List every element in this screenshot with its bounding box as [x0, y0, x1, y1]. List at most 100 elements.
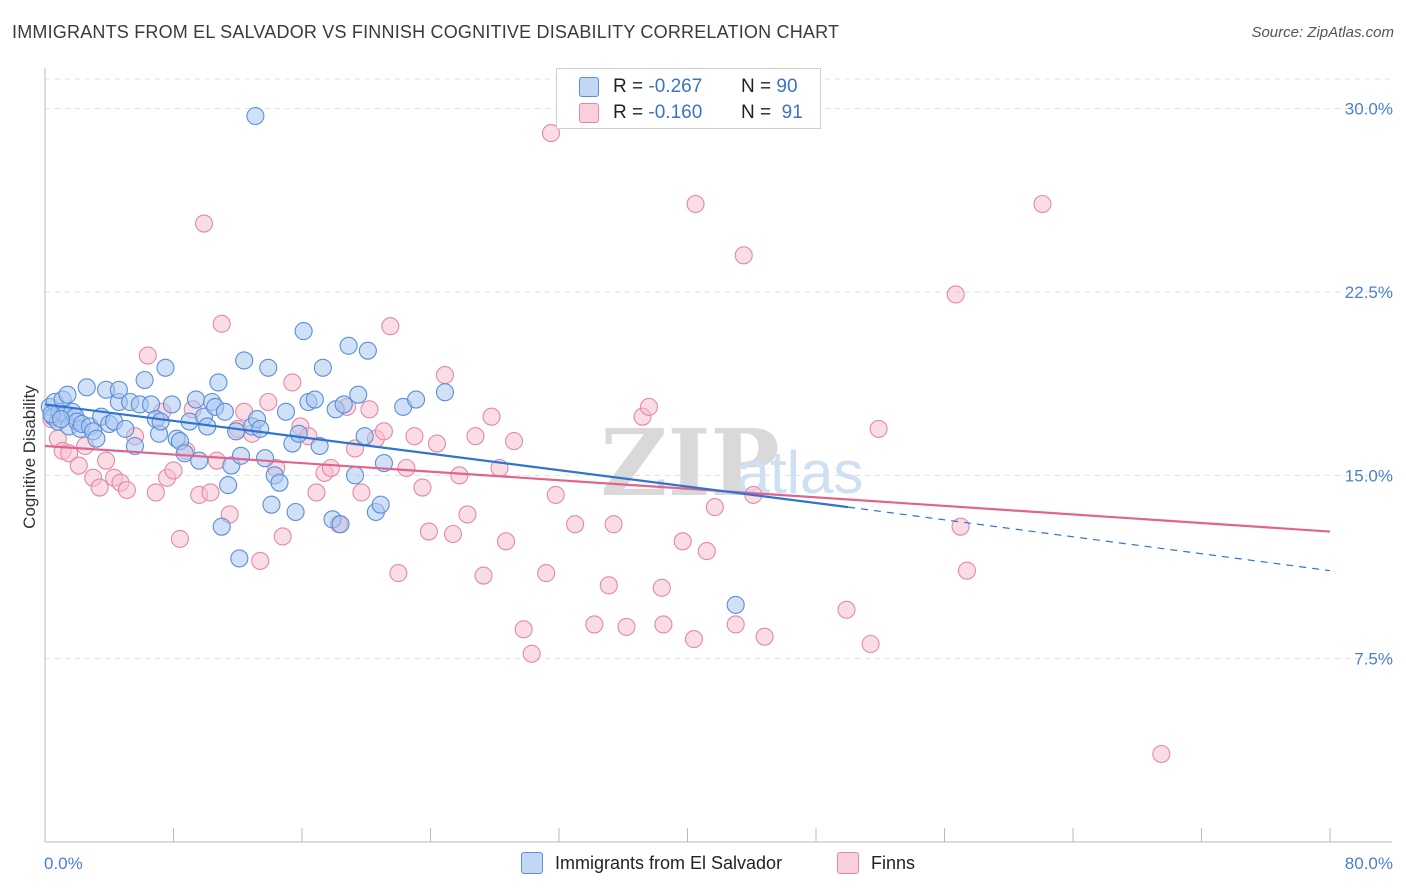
el-salvador-point — [349, 385, 368, 404]
finns-point — [419, 522, 438, 541]
el-salvador-point — [175, 444, 194, 463]
finns-point — [604, 515, 623, 534]
finns-point — [617, 617, 636, 636]
el-salvador-point — [87, 429, 106, 448]
finns-point — [697, 542, 716, 561]
bottom-legend-swatch-pink — [837, 852, 859, 874]
el-salvador-point — [227, 422, 246, 441]
finns-point — [435, 366, 455, 385]
finns-point — [194, 214, 214, 233]
el-salvador-point — [77, 378, 96, 397]
el-salvador-point — [156, 358, 175, 377]
finns-point — [541, 124, 561, 143]
finns-point — [861, 634, 880, 654]
y-tick-label: 7.5% — [1354, 650, 1393, 669]
el-salvador-point — [294, 322, 313, 341]
finns-point — [585, 615, 604, 634]
el-salvador-point — [231, 446, 251, 465]
el-salvador-point — [125, 436, 144, 456]
finns-point — [684, 630, 703, 649]
finns-point — [138, 346, 157, 365]
finns-point — [259, 392, 278, 412]
finns-point — [374, 422, 393, 441]
finns-point — [164, 461, 183, 480]
zipatlas-watermark: ZIP atlas — [600, 409, 863, 517]
finns-point — [755, 627, 774, 646]
el-salvador-point — [313, 358, 332, 377]
legend-n-value-2: 91 — [781, 102, 803, 123]
finns-point — [170, 529, 189, 548]
finns-point — [546, 485, 565, 504]
finns-point — [946, 285, 965, 304]
y-axis-label: Cognitive Disability — [20, 385, 39, 529]
el-salvador-point — [116, 419, 135, 438]
el-salvador-trend-extension — [848, 506, 1331, 572]
legend-row-el-salvador: R = -0.267 N = 90 — [579, 75, 798, 99]
finns-point — [251, 551, 270, 570]
x-tick-label-max: 80.0% — [1345, 854, 1393, 873]
legend-swatch-blue — [579, 77, 599, 97]
finns-point — [514, 620, 533, 639]
axes: 7.5% 15.0% 22.5% 30.0% 0.0% 80.0% — [44, 68, 1393, 873]
finns-point — [69, 456, 88, 475]
el-salvador-point — [355, 427, 374, 446]
finns-point — [96, 451, 116, 470]
el-salvador-point — [331, 515, 350, 534]
finns-point — [496, 532, 516, 551]
el-salvador-point — [305, 390, 324, 409]
legend-swatch-pink — [579, 103, 599, 123]
el-salvador-point — [162, 395, 181, 414]
bottom-legend-el-salvador: Immigrants from El Salvador — [521, 852, 782, 874]
finns-point — [639, 397, 659, 416]
el-salvador-point — [109, 380, 128, 399]
el-salvador-point — [334, 395, 353, 414]
el-salvador-point — [345, 466, 365, 485]
finns-point — [360, 400, 379, 419]
y-tick-label: 22.5% — [1345, 283, 1393, 302]
el-salvador-point — [286, 502, 305, 522]
finns-point — [673, 532, 692, 551]
finns-point — [450, 466, 469, 485]
legend-n-label: N = — [741, 76, 772, 97]
finns-point — [397, 458, 416, 478]
finns-point — [705, 498, 724, 517]
finns-point — [599, 576, 618, 595]
legend-row-finns: R = -0.160 N = 91 — [579, 101, 803, 125]
stats-legend: R = -0.267 N = 90 R = -0.160 N = 91 — [556, 68, 821, 129]
el-salvador-point — [276, 402, 295, 421]
bottom-legend-swatch-blue — [521, 852, 543, 874]
bottom-legend-label-2: Finns — [871, 852, 916, 873]
finns-point — [90, 478, 109, 497]
finns-trend-line — [44, 444, 1331, 533]
finns-point — [201, 483, 220, 502]
finns-point — [389, 564, 408, 583]
finns-point — [405, 427, 424, 446]
legend-n-value-1: 90 — [776, 76, 798, 97]
finns-point — [869, 419, 888, 438]
trend-lines — [44, 403, 1331, 572]
finns-point — [566, 515, 585, 534]
finns-point — [504, 432, 524, 451]
finns-point — [60, 444, 79, 463]
el-salvador-point — [186, 390, 206, 409]
finns-point — [837, 600, 856, 619]
finns-point — [352, 483, 371, 502]
finns-point — [307, 483, 326, 502]
el-salvador-point — [256, 449, 275, 468]
el-salvador-point — [262, 495, 281, 514]
el-salvador-trend-line — [44, 403, 849, 509]
el-salvador-point — [406, 390, 426, 409]
el-salvador-point — [310, 436, 329, 456]
legend-n-label: N = — [741, 102, 772, 123]
el-salvador-point — [230, 549, 249, 568]
finns-point — [212, 314, 231, 333]
y-tick-label: 15.0% — [1345, 466, 1393, 485]
el-salvador-point — [371, 495, 390, 514]
source-label: Source: ZipAtlas.com — [1251, 24, 1394, 41]
finns-point — [443, 524, 463, 544]
el-salvador-point — [358, 341, 377, 360]
bottom-legend-label-1: Immigrants from El Salvador — [555, 852, 783, 873]
finns-point — [321, 458, 340, 478]
legend-r-label: R = — [613, 76, 644, 97]
